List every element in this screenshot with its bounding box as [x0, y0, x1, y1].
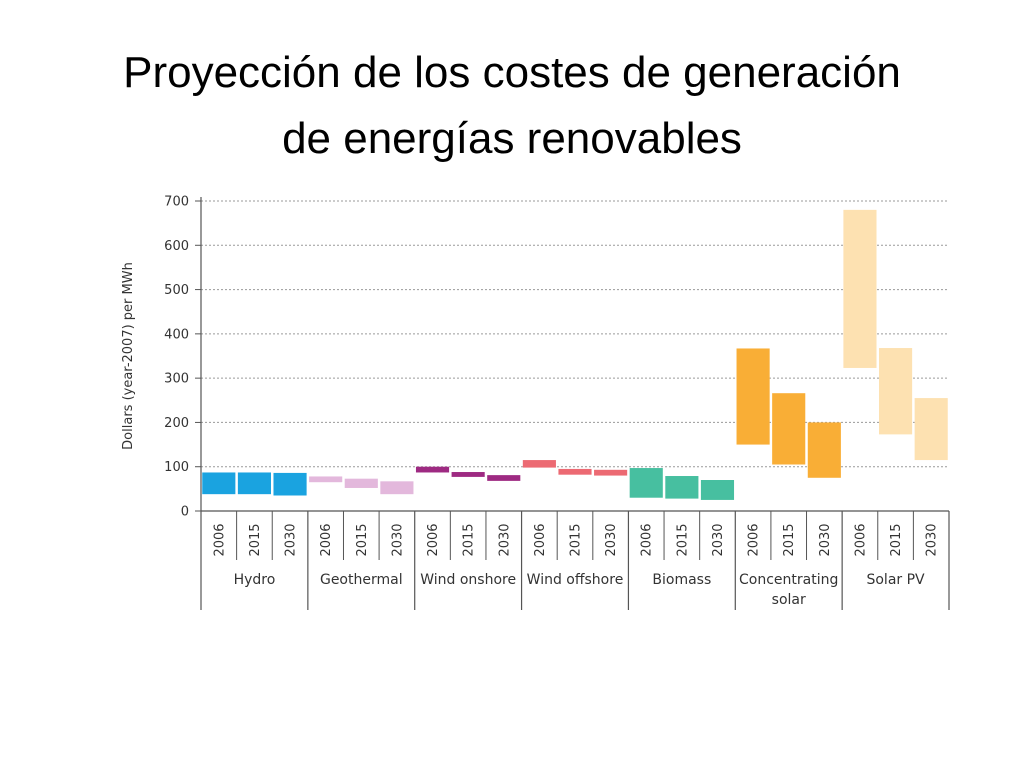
y-tick-label: 600	[164, 239, 189, 254]
bar	[736, 348, 770, 445]
group-label: Hydro	[234, 572, 276, 588]
bar	[594, 469, 628, 476]
bar	[879, 348, 913, 435]
labels: 0 100 200 300 400 500 600 700 Dollars (year-2007…	[121, 195, 940, 609]
bar	[237, 472, 271, 495]
bar	[273, 472, 307, 496]
bar	[380, 481, 414, 495]
x-year-label: 2006	[426, 523, 441, 556]
x-year-label: 2030	[711, 523, 726, 556]
bar	[522, 460, 556, 468]
bar	[344, 478, 378, 488]
x-year-label: 2006	[212, 523, 227, 556]
group-label: Geothermal	[320, 572, 403, 588]
y-tick-label: 100	[164, 460, 189, 475]
y-tick-label: 500	[164, 283, 189, 298]
bar	[700, 480, 735, 500]
y-axis-label: Dollars (year-2007) per MWh	[121, 262, 136, 450]
y-tick-label: 200	[164, 416, 189, 431]
x-year-label: 2030	[497, 523, 512, 556]
x-year-label: 2030	[818, 523, 833, 556]
x-year-label: 2015	[782, 523, 797, 556]
x-year-label: 2015	[355, 523, 370, 556]
x-year-label: 2015	[889, 523, 904, 556]
bar	[629, 468, 663, 498]
y-tick-label: 300	[164, 372, 189, 387]
bar	[487, 475, 521, 481]
bar	[772, 393, 806, 465]
bar	[415, 466, 450, 473]
gridlines	[201, 200, 949, 468]
bar	[843, 209, 877, 368]
x-year-label: 2006	[853, 523, 868, 556]
group-label: Wind offshore	[527, 572, 624, 588]
bar	[451, 472, 485, 477]
bar	[558, 468, 592, 475]
bar	[202, 472, 236, 495]
bar	[309, 476, 343, 483]
x-year-label: 2015	[462, 523, 477, 556]
x-year-label: 2006	[319, 523, 334, 556]
group-label: solar	[772, 592, 806, 608]
bar	[807, 422, 841, 478]
group-label: Concentrating	[739, 572, 838, 588]
y-tick-label: 700	[164, 195, 189, 210]
slide-title: Proyección de los costes de generación d…	[0, 40, 1024, 172]
bar	[665, 476, 699, 499]
x-year-label: 2006	[747, 523, 762, 556]
x-year-label: 2030	[604, 523, 619, 556]
axes	[195, 197, 950, 610]
x-year-label: 2015	[675, 523, 690, 556]
group-label: Biomass	[652, 572, 711, 588]
slide-title-line2: de energías renovables	[282, 114, 742, 163]
y-tick-label: 400	[164, 327, 189, 342]
x-year-label: 2006	[640, 523, 655, 556]
x-year-label: 2030	[925, 523, 940, 556]
x-year-label: 2006	[533, 523, 548, 556]
slide-title-line1: Proyección de los costes de generación	[123, 48, 901, 97]
group-label: Solar PV	[866, 572, 925, 588]
x-year-label: 2015	[569, 523, 584, 556]
bars	[202, 209, 948, 500]
y-tick-label: 0	[181, 505, 189, 520]
group-label: Wind onshore	[420, 572, 516, 588]
x-year-label: 2030	[390, 523, 405, 556]
x-year-label: 2030	[284, 523, 299, 556]
x-year-label: 2015	[248, 523, 263, 556]
bar	[914, 398, 948, 461]
